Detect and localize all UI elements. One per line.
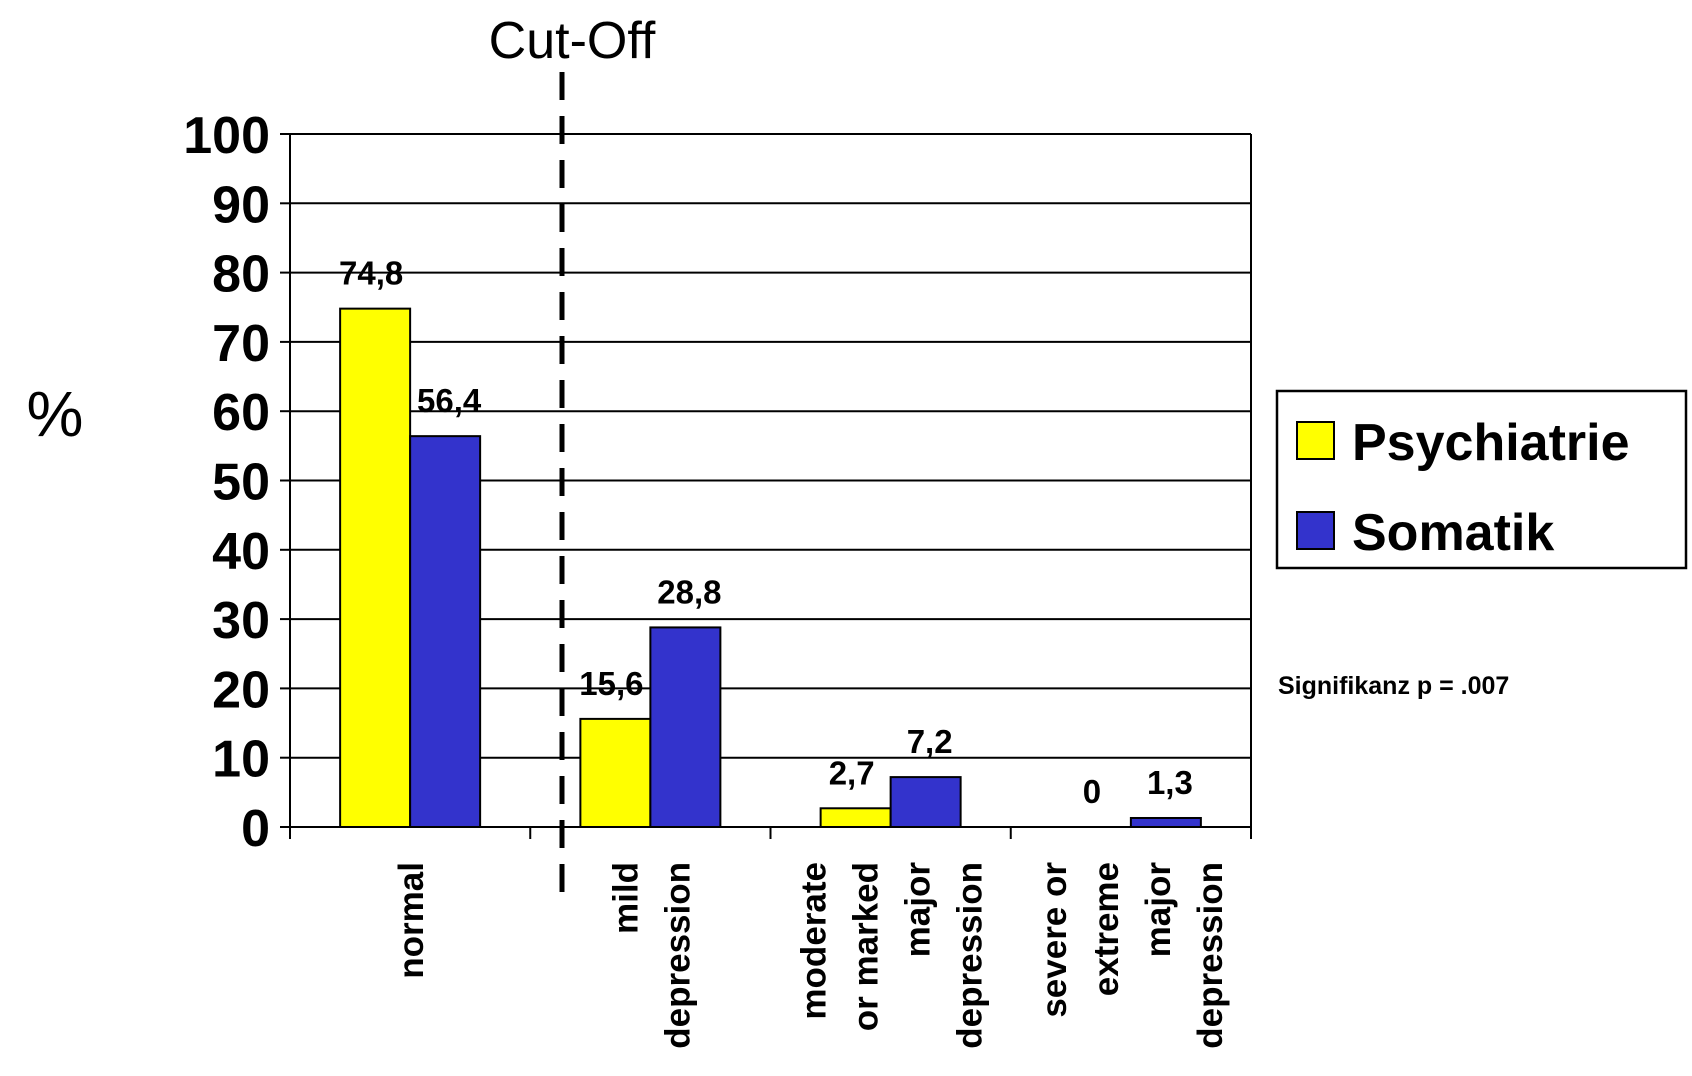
y-tick-label: 10 xyxy=(212,731,270,789)
legend-box xyxy=(1275,389,1688,570)
data-labels: 74,8 15,6 2,7 0 56,4 28,8 7,2 1,3 xyxy=(339,255,1193,810)
category-label: major xyxy=(899,862,938,958)
data-label: 28,8 xyxy=(657,573,721,610)
data-label: 56,4 xyxy=(417,382,482,419)
category-label: moderate xyxy=(795,862,834,1020)
bar-psychiatrie xyxy=(339,307,412,828)
category-label: major xyxy=(1139,862,1178,958)
cutoff-marker: Cut-Off xyxy=(489,12,656,900)
data-label: 15,6 xyxy=(579,665,643,702)
category-label: severe or xyxy=(1035,862,1074,1018)
legend-label-psychiatrie: Psychiatrie xyxy=(1352,414,1630,472)
y-tick-label: 30 xyxy=(212,592,270,650)
y-tick-label: 20 xyxy=(212,661,270,719)
bar-psychiatrie xyxy=(579,717,652,829)
y-tick-label: 90 xyxy=(212,176,270,234)
category-label: or marked xyxy=(847,862,886,1031)
legend-swatch-psychiatrie xyxy=(1296,421,1335,460)
cutoff-label: Cut-Off xyxy=(489,12,656,70)
bar-somatik xyxy=(1129,816,1202,829)
bars xyxy=(339,307,1202,829)
category-label: normal xyxy=(392,862,431,979)
category-label: depression xyxy=(658,862,697,1049)
y-tick-label: 60 xyxy=(212,384,270,442)
axes xyxy=(280,133,1252,839)
data-label: 2,7 xyxy=(829,754,875,791)
bar-somatik xyxy=(649,626,722,829)
y-tick-labels: 0 10 20 30 40 50 60 70 80 90 100 xyxy=(183,107,270,858)
legend-label-somatik: Somatik xyxy=(1352,504,1554,562)
data-label: 0 xyxy=(1083,773,1101,810)
y-tick-label: 50 xyxy=(212,454,270,512)
data-label: 74,8 xyxy=(339,255,403,292)
category-label: depression xyxy=(951,862,990,1049)
category-label: mild xyxy=(606,862,645,934)
category-label: extreme xyxy=(1087,862,1126,996)
y-tick-label: 80 xyxy=(212,246,270,304)
bar-psychiatrie xyxy=(819,807,892,829)
bar-somatik xyxy=(889,776,962,829)
data-label: 7,2 xyxy=(907,723,953,760)
bar-somatik xyxy=(409,435,482,828)
significance-note: Signifikanz p = .007 xyxy=(1278,672,1509,700)
category-labels: normal mild depression moderate or marked maj… xyxy=(392,862,1230,1049)
y-tick-label: 40 xyxy=(212,523,270,581)
y-axis-label: % xyxy=(27,378,84,450)
category-label: depression xyxy=(1191,862,1230,1049)
y-tick-label: 70 xyxy=(212,315,270,373)
y-tick-label: 100 xyxy=(183,107,270,165)
legend: Psychiatrie Somatik xyxy=(1275,389,1688,570)
y-tick-label: 0 xyxy=(241,800,270,858)
data-label: 1,3 xyxy=(1147,764,1193,801)
legend-swatch-somatik xyxy=(1296,511,1335,550)
